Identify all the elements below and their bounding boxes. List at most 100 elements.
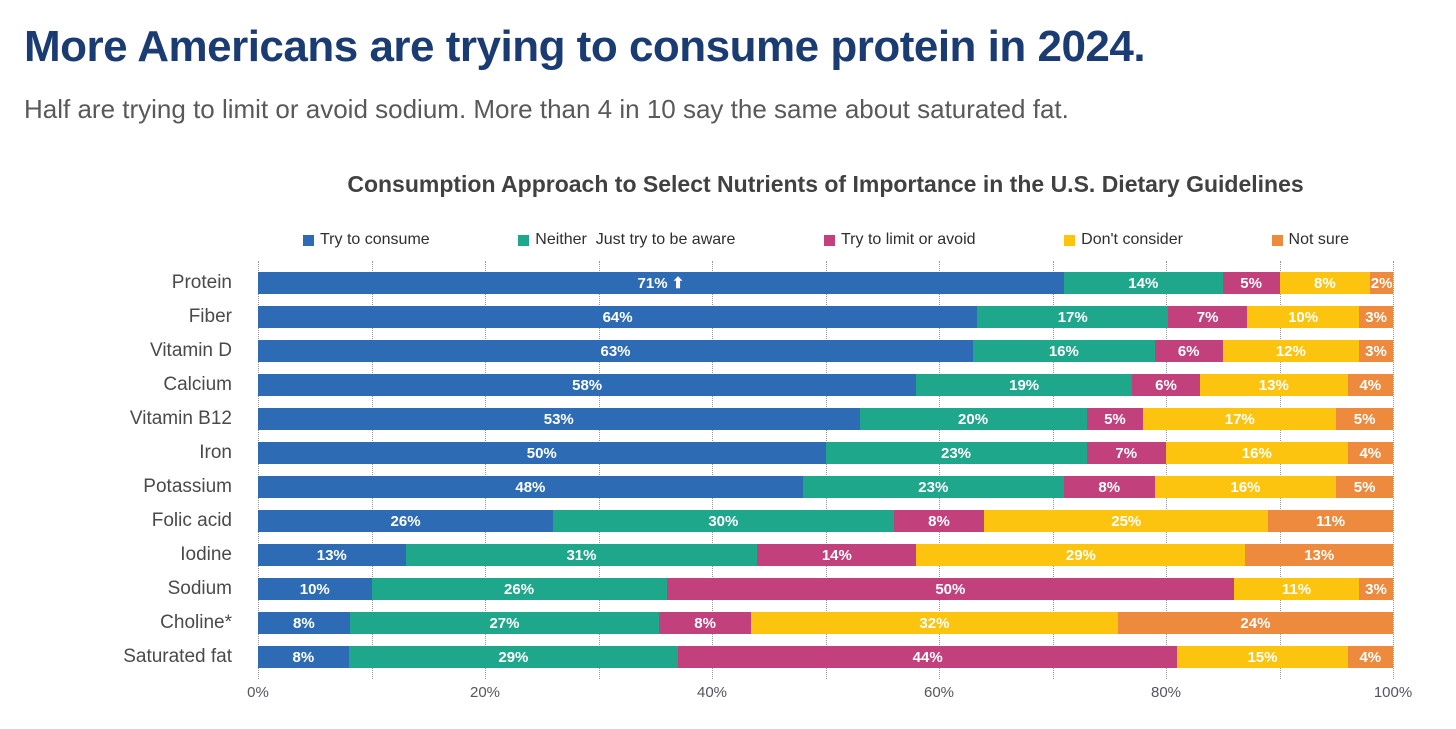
category-label-choline: Choline*	[160, 612, 232, 633]
bar-rows: 71% ⬆ 14% 5% 8% 2% 64% 17% 7% 10% 3% 63% 16% 6% 12% 3%…	[258, 266, 1394, 674]
bar-row-choline: 8% 27% 8% 32% 24%	[258, 606, 1394, 640]
stacked-bar: 26% 30% 8% 25% 11%	[258, 510, 1393, 532]
bar-segment-neither-just-try-to-be-aware: 14%	[1063, 272, 1223, 294]
segment-value-label: 13%	[316, 546, 347, 564]
bar-segment-neither-just-try-to-be-aware: 16%	[973, 340, 1155, 362]
bar-segment-try-to-consume: 10%	[258, 578, 372, 600]
category-label-vitamin-d: Vitamin D	[149, 340, 232, 361]
bar-segment-neither-just-try-to-be-aware: 20%	[859, 408, 1087, 430]
x-tick-0: 0%	[247, 684, 269, 701]
category-labels: Protein Fiber Vitamin D Calcium Vitamin B12 I…	[0, 266, 246, 674]
bar-segment-try-to-limit-or-avoid: 8%	[659, 612, 751, 634]
bar-row-saturated-fat: 8% 29% 44% 15% 4%	[258, 640, 1394, 674]
stacked-bar: 63% 16% 6% 12% 3%	[258, 340, 1393, 362]
bar-segment-neither-just-try-to-be-aware: 17%	[977, 306, 1169, 328]
stacked-bar: 8% 27% 8% 32% 24%	[258, 612, 1394, 634]
bar-segment-don-t-consider: 13%	[1200, 374, 1348, 396]
segment-value-label: 12%	[1275, 342, 1306, 360]
category-label-protein: Protein	[171, 272, 232, 293]
bar-segment-try-to-consume: 26%	[258, 510, 554, 532]
segment-value-label: 53%	[543, 410, 574, 428]
stacked-bar: 13% 31% 14% 29% 13%	[258, 544, 1393, 566]
bar-row-iodine: 13% 31% 14% 29% 13%	[258, 538, 1393, 572]
bar-segment-not-sure: 5%	[1336, 408, 1393, 430]
segment-value-label: 8%	[292, 648, 315, 666]
bar-row-fiber: 64% 17% 7% 10% 3%	[258, 300, 1393, 334]
legend-item-neither-just-try-to-be-aware: Neither Just try to be aware	[518, 231, 735, 249]
bar-segment-try-to-consume: 71% ⬆	[258, 272, 1064, 294]
bar-row-sodium: 10% 26% 50% 11% 3%	[258, 572, 1393, 606]
bar-segment-try-to-limit-or-avoid: 44%	[677, 646, 1178, 668]
bar-segment-try-to-consume: 13%	[258, 544, 406, 566]
segment-value-label: 16%	[1048, 342, 1079, 360]
page-title: More Americans are trying to consume pro…	[24, 22, 1146, 71]
bar-segment-try-to-limit-or-avoid: 5%	[1086, 408, 1144, 430]
bar-segment-try-to-consume: 58%	[258, 374, 917, 396]
chart-legend: Try to consume Neither Just try to be awa…	[303, 231, 1349, 249]
bar-segment-don-t-consider: 15%	[1177, 646, 1348, 668]
stacked-bar: 50% 23% 7% 16% 4%	[258, 442, 1393, 464]
gridline-70	[1052, 261, 1054, 679]
gridline-10	[371, 261, 373, 679]
category-label-vitamin-b12: Vitamin B12	[129, 408, 232, 429]
bar-row-vitamin-d: 63% 16% 6% 12% 3%	[258, 334, 1393, 368]
segment-value-label: 13%	[1304, 546, 1335, 564]
segment-value-label: 5%	[1104, 410, 1126, 428]
bar-segment-try-to-consume: 8%	[258, 646, 349, 668]
segment-value-label: 14%	[1128, 274, 1159, 292]
segment-value-label: 50%	[935, 580, 966, 598]
segment-value-label: 23%	[918, 478, 949, 496]
bar-segment-don-t-consider: 25%	[984, 510, 1269, 532]
segment-value-label: 6%	[1177, 342, 1200, 360]
gridline-50	[825, 261, 827, 679]
gridline-80	[1166, 261, 1167, 679]
stacked-bar: 48% 23% 8% 16% 5%	[258, 476, 1393, 498]
gridline-90	[1279, 261, 1281, 679]
bar-segment-try-to-consume: 53%	[258, 408, 860, 430]
x-tick-60: 60%	[923, 684, 955, 701]
segment-value-label: 5%	[1353, 410, 1376, 428]
segment-value-label: 16%	[1241, 444, 1272, 462]
segment-value-label: 71% ⬆	[637, 274, 685, 292]
segment-value-label: 58%	[572, 376, 603, 394]
category-label-sodium: Sodium	[167, 578, 232, 599]
gridline-30	[598, 261, 600, 679]
segment-value-label: 31%	[566, 546, 597, 564]
segment-value-label: 5%	[1240, 274, 1262, 292]
segment-value-label: 3%	[1365, 580, 1387, 598]
x-tick-20: 20%	[469, 684, 501, 701]
segment-value-label: 5%	[1353, 478, 1376, 496]
bar-segment-neither-just-try-to-be-aware: 23%	[802, 476, 1064, 498]
segment-value-label: 10%	[299, 580, 330, 598]
segment-value-label: 4%	[1359, 376, 1382, 394]
gridline-0	[258, 261, 259, 679]
segment-value-label: 23%	[941, 444, 972, 462]
bar-segment-try-to-consume: 8%	[258, 612, 350, 634]
bar-segment-don-t-consider: 11%	[1234, 578, 1359, 600]
bar-segment-try-to-limit-or-avoid: 6%	[1154, 340, 1223, 362]
segment-value-label: 10%	[1288, 308, 1319, 326]
bar-segment-not-sure: 13%	[1245, 544, 1393, 566]
segment-value-label: 8%	[928, 512, 950, 530]
segment-value-label: 29%	[1065, 546, 1096, 564]
legend-swatch-icon	[823, 234, 835, 246]
segment-value-label: 3%	[1365, 342, 1387, 360]
bar-segment-try-to-limit-or-avoid: 6%	[1131, 374, 1201, 396]
plot-area: 71% ⬆ 14% 5% 8% 2% 64% 17% 7% 10% 3% 63% 16% 6% 12% 3%…	[258, 261, 1394, 679]
segment-value-label: 20%	[958, 410, 989, 428]
segment-value-label: 6%	[1155, 376, 1177, 394]
stacked-bar: 8% 29% 44% 15% 4%	[258, 646, 1394, 668]
bar-segment-not-sure: 2%	[1370, 272, 1393, 294]
bar-row-calcium: 58% 19% 6% 13% 4%	[258, 368, 1393, 402]
segment-value-label: 8%	[1314, 274, 1336, 292]
segment-value-label: 25%	[1111, 512, 1142, 530]
legend-swatch-icon	[1271, 234, 1283, 246]
segment-value-label: 63%	[600, 342, 631, 360]
bar-segment-neither-just-try-to-be-aware: 27%	[349, 612, 660, 634]
bar-segment-not-sure: 4%	[1347, 374, 1393, 396]
bar-row-vitamin-b12: 53% 20% 5% 17% 5%	[258, 402, 1393, 436]
bar-segment-try-to-limit-or-avoid: 5%	[1222, 272, 1280, 294]
stacked-bar: 53% 20% 5% 17% 5%	[258, 408, 1393, 430]
bar-segment-not-sure: 4%	[1347, 646, 1394, 668]
